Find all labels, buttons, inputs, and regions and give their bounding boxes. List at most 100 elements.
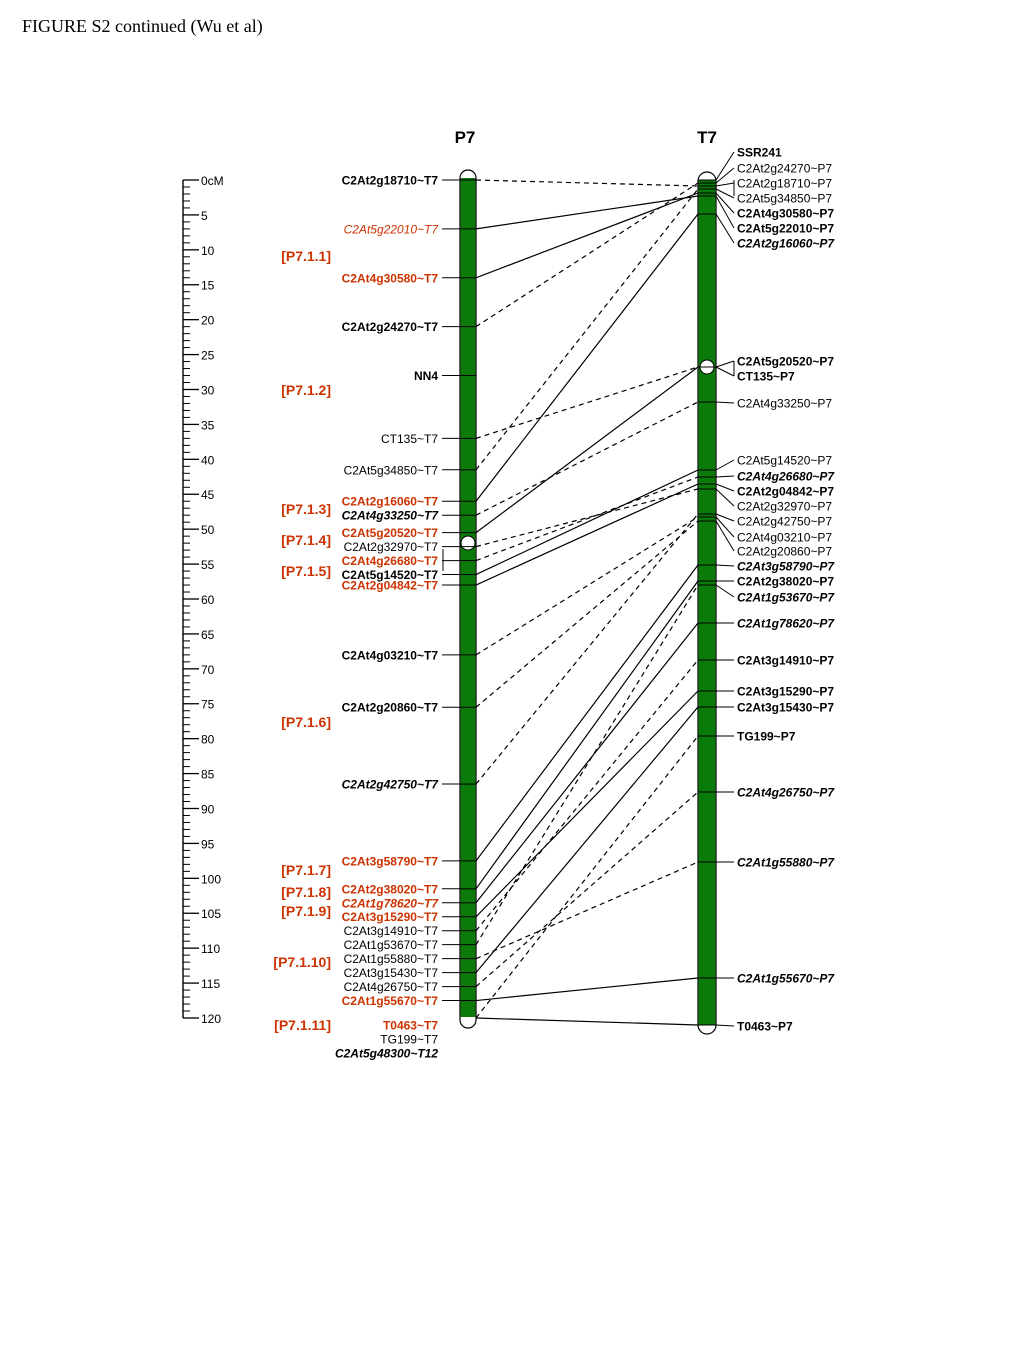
t7-marker-leader [715,459,735,471]
region-label: [P7.1.1] [281,248,331,264]
synteny-link [475,861,699,960]
t7-marker-label: C2At2g38020~P7 [737,575,834,589]
t7-marker-label: C2At4g03210~P7 [737,531,832,545]
t7-marker-label: C2At5g20520~P7 [737,355,834,369]
synteny-link [475,213,699,502]
scale-label: 70 [201,663,215,677]
t7-marker-label: C2At3g15430~P7 [737,701,834,715]
region-label: [P7.1.10] [273,954,331,970]
t7-marker-leader [715,151,735,181]
scale-label: 40 [201,453,215,467]
scale-label: 105 [201,907,221,921]
t7-marker-label: C2At2g42750~P7 [737,515,832,529]
t7-marker-leader [715,475,735,478]
region-label: [P7.1.9] [281,903,331,919]
synteny-link [475,516,699,656]
region-label: [P7.1.3] [281,501,331,517]
p7-marker-label: C2At3g14910~T7 [344,924,439,938]
p7-marker-label: C2At5g48300~T12 [335,1046,438,1060]
synteny-link [475,735,699,1019]
p7-marker-label: C2At5g22010~T7 [344,222,440,236]
region-label: [P7.1.2] [281,382,331,398]
synteny-link [475,690,699,918]
t7-chromosome-body [698,180,716,1025]
synteny-link [475,179,699,187]
p7-marker-label: C2At4g30580~T7 [342,271,439,285]
t7-marker-leader [715,520,735,552]
p7-marker-label: C2At2g16060~T7 [342,495,439,509]
p7-marker-label: C2At2g18710~T7 [342,174,439,188]
t7-marker-label: T0463~P7 [737,1020,793,1034]
synteny-link [475,977,699,1002]
t7-marker-leader [715,564,735,567]
t7-marker-label: C2At2g04842~P7 [737,485,834,499]
p7-marker-label: C2At1g78620~T7 [342,896,440,910]
t7-marker-leader [715,584,735,598]
t7-marker-label: C2At3g14910~P7 [737,654,834,668]
t7-marker-leader [715,483,735,492]
scale-label: 95 [201,837,215,851]
scale-label: 45 [201,488,215,502]
t7-marker-label: C2At2g24270~P7 [737,162,832,176]
scale-label: 10 [201,244,215,258]
p7-marker-label: C2At3g15290~T7 [342,910,439,924]
t7-marker-leader [715,513,735,522]
p7-marker-label: NN4 [414,369,438,383]
scale-unit-label: 0cM [201,174,224,188]
p7-chromosome: P7 C2At2g18710~T7 C2At5g22010~T7 C2At4g305… [335,128,477,1060]
synteny-link [475,195,699,230]
p7-marker-label: C2At5g34850~T7 [344,463,439,477]
synteny-link [475,564,699,862]
synteny-link [475,659,699,932]
cm-scale: 0cM 5 10 15 20 25 30 35 40 45 50 55 60 65 70 75 80 85 90 95… [182,174,224,1026]
scale-label: 65 [201,628,215,642]
t7-marker-label: C2At1g55880~P7 [737,856,835,870]
p7-chromosome-body [460,178,476,1017]
t7-marker-label: C2At5g22010~P7 [737,222,834,236]
scale-label: 35 [201,418,215,432]
p7-marker-label: C2At4g26680~T7 [342,554,439,568]
t7-marker-label: C2At2g18710~P7 [737,177,832,191]
synteny-link [475,488,699,548]
t7-marker-label: C2At3g58790~P7 [737,560,835,574]
region-label: [P7.1.11] [274,1017,331,1033]
t7-marker-leader [715,182,735,187]
t7-marker-label: C2At2g20860~P7 [737,545,832,559]
synteny-link [475,476,699,562]
p7-marker-label: C2At5g20520~T7 [342,526,439,540]
t7-marker-label: C2At4g26750~P7 [737,786,835,800]
p7-marker-label: C2At2g04842~T7 [342,579,439,593]
synteny-link [475,791,699,988]
synteny-link [475,469,699,576]
t7-marker-leader [715,366,735,377]
t7-marker-label: C2At2g16060~P7 [737,237,835,251]
t7-marker-label: CT135~P7 [737,370,795,384]
p7-marker-label: T0463~T7 [383,1018,438,1032]
page-title: FIGURE S2 continued (Wu et al) [22,16,263,36]
synteny-link [475,366,699,439]
t7-marker-label: C2At1g78620~P7 [737,617,835,631]
p7-marker-label: C2At1g55880~T7 [344,952,439,966]
scale-label: 60 [201,593,215,607]
p7-marker-label: CT135~T7 [381,432,438,446]
scale-label: 30 [201,383,215,397]
region-label: [P7.1.5] [281,563,331,579]
t7-marker-leader [715,488,735,507]
p7-marker-label: C2At5g14520~T7 [342,568,439,582]
t7-marker-label: C2At5g34850~P7 [737,192,832,206]
scale-label: 20 [201,314,215,328]
t7-marker-leader [715,167,735,184]
scale-label: 55 [201,558,215,572]
region-label: [P7.1.7] [281,862,331,878]
synteny-link [475,366,699,534]
synteny-link [475,401,699,516]
synteny-link [475,622,699,904]
t7-marker-label: C2At4g30580~P7 [737,207,834,221]
synteny-link [475,188,699,471]
p7-marker-label: C2At4g26750~T7 [344,980,439,994]
p7-marker-label: C2At4g33250~T7 [342,509,440,523]
synteny-link [475,584,699,945]
synteny-links [475,179,699,1026]
scale-label: 25 [201,349,215,363]
